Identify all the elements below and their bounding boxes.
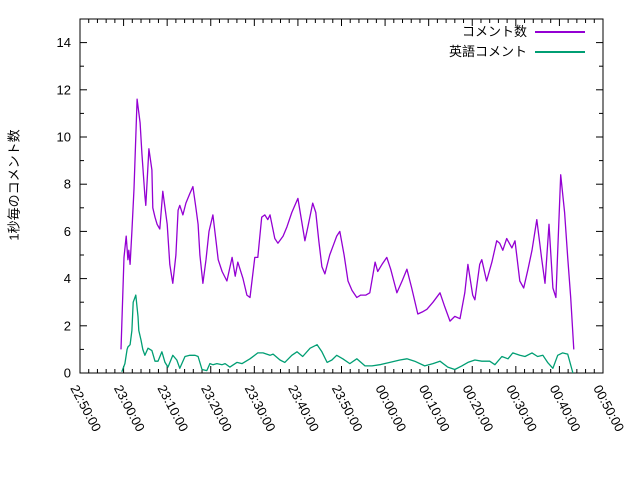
x-tick-label: 23:40:00 [285, 382, 322, 434]
legend-line-comments-icon [535, 31, 585, 33]
y-tick-label: 8 [64, 177, 71, 192]
legend-row-comments: コメント数 [357, 24, 585, 40]
series-english-comments-line [121, 294, 574, 374]
y-tick-label: 2 [64, 318, 71, 333]
x-tick-label: 22:50:00 [67, 382, 104, 434]
x-tick-label: 00:20:00 [460, 382, 497, 434]
y-axis-label: 1秒毎のコメント数 [6, 129, 22, 241]
x-tick-label: 23:20:00 [198, 382, 235, 434]
x-tick-label: 00:30:00 [503, 382, 540, 434]
y-tick-label: 10 [57, 130, 71, 145]
plot-border [79, 18, 604, 374]
y-tick-label: 0 [64, 366, 71, 381]
x-tick-label: 23:50:00 [329, 382, 366, 434]
y-tick-label: 4 [64, 271, 71, 286]
series-comments-line [120, 98, 575, 350]
x-tick-label: 00:00:00 [372, 382, 409, 434]
legend-line-english-comments-icon [535, 51, 585, 53]
legend-label-comments: コメント数 [461, 24, 527, 39]
x-tick-label: 23:00:00 [111, 382, 148, 434]
y-tick-label: 14 [57, 35, 71, 50]
y-tick-label: 12 [57, 82, 71, 97]
x-tick-label: 00:10:00 [416, 382, 453, 434]
x-tick-label: 23:30:00 [242, 382, 279, 434]
x-tick-label: 00:50:00 [590, 382, 627, 434]
x-tick-label: 23:10:00 [155, 382, 192, 434]
legend-label-english-comments: 英語コメント [448, 44, 527, 59]
legend-row-english-comments: 英語コメント [357, 44, 585, 60]
x-tick-label: 00:40:00 [547, 382, 584, 434]
y-tick-label: 6 [64, 224, 71, 239]
